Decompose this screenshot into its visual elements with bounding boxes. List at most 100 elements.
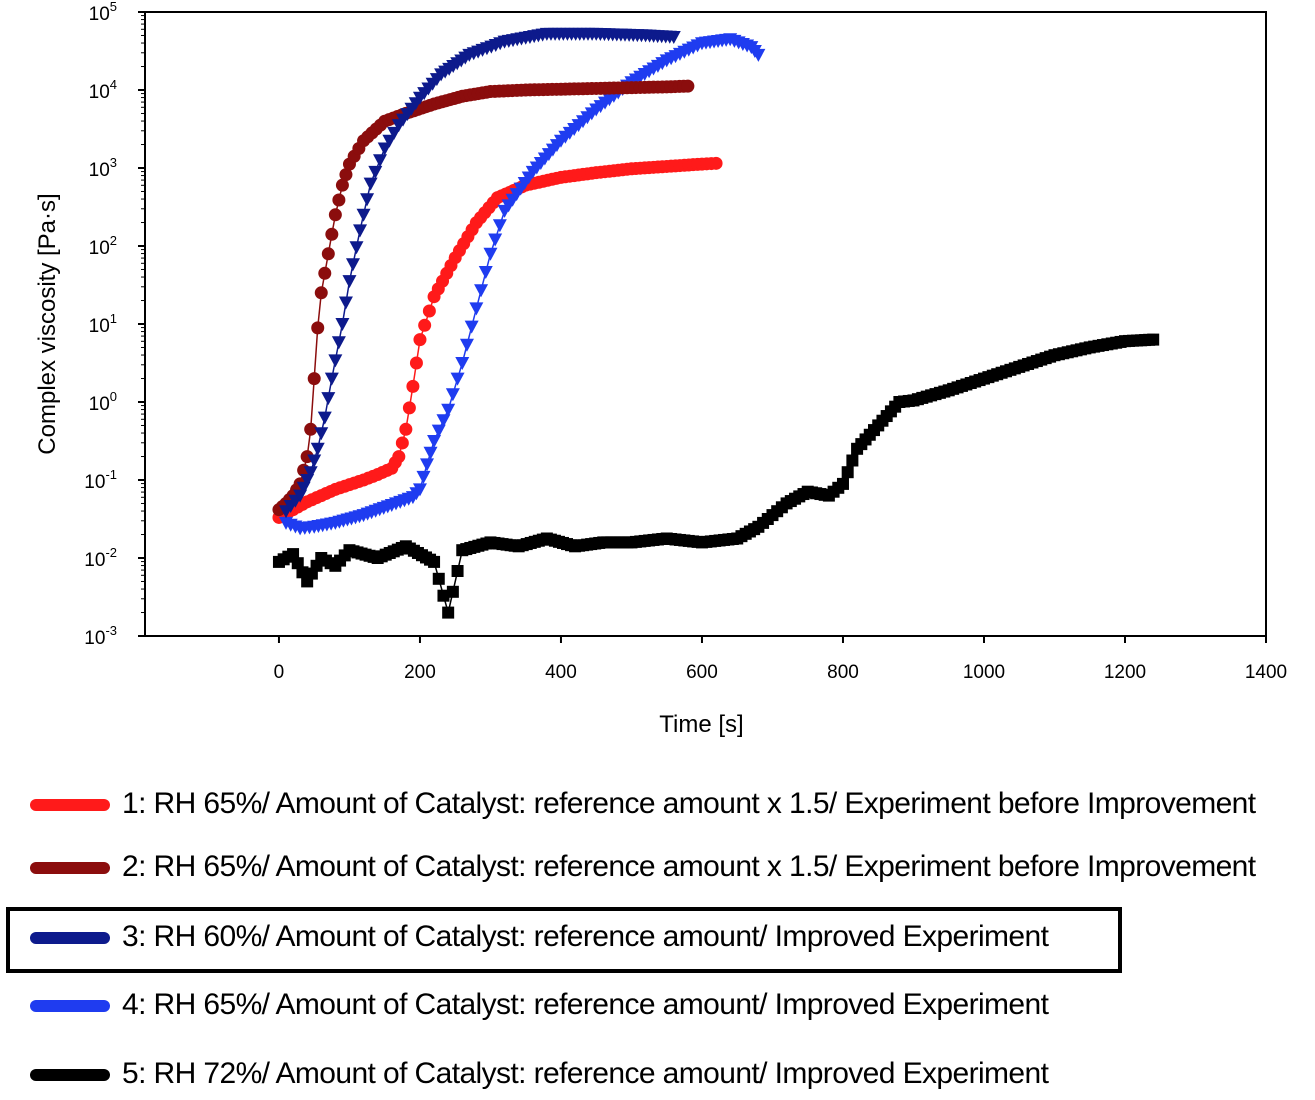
y-tick-label: 100	[89, 389, 117, 415]
data-point	[373, 154, 388, 168]
x-tick-label: 1400	[1245, 662, 1287, 683]
data-point	[488, 233, 503, 247]
data-point	[413, 333, 427, 347]
data-point	[409, 356, 423, 370]
data-point	[399, 422, 413, 436]
data-point	[423, 446, 438, 460]
data-point	[287, 548, 300, 561]
data-point	[314, 286, 328, 300]
x-tick-label: 1200	[1104, 662, 1146, 683]
data-point	[307, 372, 321, 386]
legend-swatch	[30, 799, 110, 811]
y-tick-label: 101	[89, 311, 117, 337]
data-point	[436, 414, 451, 428]
data-point	[338, 296, 353, 310]
data-point	[681, 79, 695, 93]
data-point	[418, 318, 432, 332]
data-point	[335, 178, 349, 192]
data-point	[432, 572, 445, 585]
series-line	[285, 33, 674, 512]
y-tick-label: 10-1	[84, 467, 117, 493]
data-point	[304, 422, 318, 436]
data-point	[709, 156, 723, 170]
data-point	[321, 392, 336, 406]
data-point	[464, 320, 479, 334]
y-tick-label: 102	[89, 233, 117, 259]
data-point	[478, 266, 493, 279]
x-tick-label: 800	[827, 662, 859, 683]
data-point	[412, 483, 427, 497]
legend-label: 4: RH 65%/ Amount of Catalyst: reference…	[122, 988, 1049, 1021]
data-point	[451, 565, 464, 577]
legend-swatch	[30, 932, 110, 944]
y-tick-label: 10-2	[84, 545, 117, 571]
data-point	[342, 275, 357, 289]
data-point	[310, 442, 325, 456]
data-point	[406, 379, 420, 393]
data-point	[321, 247, 335, 261]
legend-highlight-box	[6, 907, 1122, 973]
data-point	[345, 258, 360, 272]
y-tick-label: 105	[89, 0, 117, 25]
data-point	[368, 165, 383, 179]
y-tick-label: 10-3	[84, 623, 117, 649]
data-point	[442, 606, 455, 619]
data-point	[314, 427, 329, 441]
data-point	[332, 193, 346, 207]
data-point	[328, 354, 343, 368]
data-point	[474, 284, 489, 298]
y-tick-label: 103	[89, 155, 117, 181]
series-5	[272, 333, 1160, 619]
data-point	[420, 458, 435, 472]
data-point	[483, 247, 498, 261]
data-point	[666, 30, 681, 44]
data-point	[428, 555, 441, 568]
data-point	[427, 435, 442, 448]
series-line	[285, 38, 759, 530]
data-point	[382, 134, 397, 148]
data-point	[836, 477, 849, 490]
data-point	[469, 302, 484, 316]
data-point	[303, 466, 318, 480]
x-axis-title: Time [s]	[659, 711, 743, 738]
data-point	[363, 177, 378, 191]
legend-label: 2: RH 65%/ Amount of Catalyst: reference…	[122, 850, 1256, 883]
x-tick-label: 1000	[963, 662, 1005, 683]
data-point	[324, 372, 339, 386]
y-axis-title: Complex viscosity [Pa·s]	[34, 193, 61, 454]
data-point	[307, 454, 322, 468]
data-point	[846, 454, 859, 467]
data-point	[377, 142, 392, 156]
legend-label: 5: RH 72%/ Amount of Catalyst: reference…	[122, 1057, 1049, 1090]
series-line	[278, 162, 717, 519]
y-tick-label: 104	[89, 77, 117, 103]
data-point	[422, 304, 436, 318]
data-point	[455, 357, 470, 370]
legend-swatch	[30, 862, 110, 874]
data-point	[402, 401, 416, 415]
data-point	[437, 589, 450, 602]
data-point	[325, 227, 339, 241]
data-point	[431, 424, 446, 438]
data-point	[317, 411, 332, 425]
x-tick-label: 400	[545, 662, 577, 683]
legend-label: 3: RH 60%/ Amount of Catalyst: reference…	[122, 920, 1049, 953]
data-point	[416, 470, 431, 484]
series-2	[272, 79, 695, 517]
x-tick-label: 600	[686, 662, 718, 683]
data-point	[311, 321, 325, 335]
data-point	[339, 168, 353, 182]
legend-swatch	[30, 1069, 110, 1081]
data-point	[492, 219, 507, 233]
data-point	[1147, 333, 1160, 346]
data-point	[441, 403, 456, 417]
data-point	[360, 193, 375, 207]
data-point	[841, 466, 854, 479]
data-point	[349, 241, 364, 255]
data-point	[335, 318, 350, 331]
x-tick-label: 0	[274, 662, 285, 683]
series-4	[279, 33, 766, 536]
legend-swatch	[30, 1000, 110, 1012]
data-point	[450, 372, 465, 386]
data-point	[387, 126, 402, 140]
